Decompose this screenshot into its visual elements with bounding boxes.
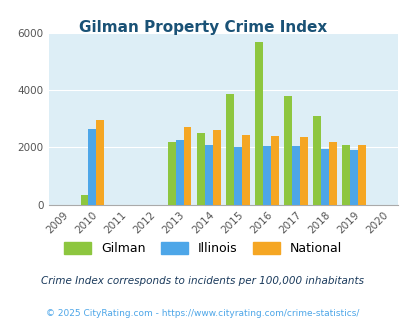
Bar	[80, 195, 88, 205]
Bar	[284, 96, 291, 205]
Bar	[350, 150, 357, 205]
Bar	[270, 136, 278, 205]
Bar	[96, 120, 104, 205]
Bar	[167, 142, 175, 205]
Bar	[262, 146, 270, 205]
Bar	[328, 142, 336, 205]
Bar	[357, 145, 365, 205]
Bar	[299, 137, 307, 205]
Bar	[204, 145, 212, 205]
Text: Gilman Property Crime Index: Gilman Property Crime Index	[79, 20, 326, 35]
Bar	[88, 129, 96, 205]
Bar	[291, 146, 299, 205]
Text: © 2025 CityRating.com - https://www.cityrating.com/crime-statistics/: © 2025 CityRating.com - https://www.city…	[46, 309, 359, 318]
Bar	[212, 130, 220, 205]
Bar	[233, 148, 241, 205]
Bar	[196, 133, 204, 205]
Bar	[175, 140, 183, 205]
Bar	[183, 127, 191, 205]
Legend: Gilman, Illinois, National: Gilman, Illinois, National	[58, 237, 347, 260]
Text: Crime Index corresponds to incidents per 100,000 inhabitants: Crime Index corresponds to incidents per…	[41, 276, 364, 285]
Bar	[320, 149, 328, 205]
Bar	[226, 94, 233, 205]
Bar	[341, 145, 350, 205]
Bar	[254, 42, 262, 205]
Bar	[313, 116, 320, 205]
Bar	[241, 135, 249, 205]
